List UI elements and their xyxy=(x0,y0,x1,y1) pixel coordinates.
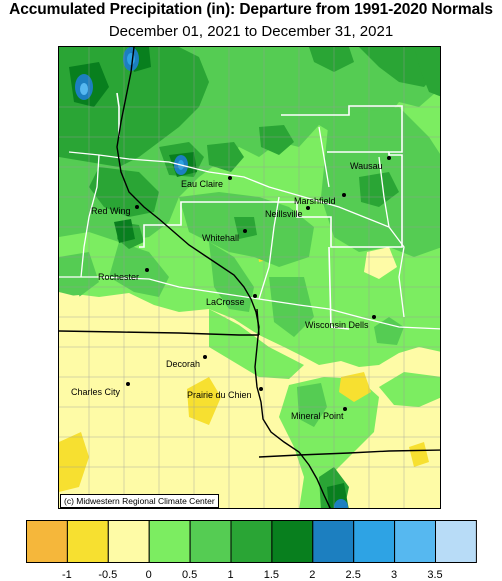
city-label-red-wing: Red Wing xyxy=(91,206,131,216)
legend-tick-label: -0.5 xyxy=(98,569,118,581)
city-label-decorah: Decorah xyxy=(166,359,200,369)
legend-swatch xyxy=(148,520,191,563)
precipitation-map: Wausau Eau Claire Marshfield Red Wing Ne… xyxy=(58,46,441,509)
city-label-whitehall: Whitehall xyxy=(202,233,239,243)
city-label-charles-city: Charles City xyxy=(71,387,121,397)
color-scale-legend xyxy=(26,520,477,563)
city-dot-wausau xyxy=(387,156,391,160)
legend-tick-label: 0 xyxy=(145,569,152,581)
city-dot-prairie-du-chien xyxy=(259,387,263,391)
state-boundaries xyxy=(59,47,440,508)
legend-tick-label: 3.5 xyxy=(427,569,443,581)
legend-tick-label: 2 xyxy=(309,569,316,581)
legend-swatch xyxy=(230,520,273,563)
legend-tick-label: 0.5 xyxy=(181,569,198,581)
city-markers: Wausau Eau Claire Marshfield Red Wing Ne… xyxy=(71,156,391,421)
city-dot-rochester xyxy=(145,268,149,272)
legend-swatch xyxy=(26,520,68,563)
legend-swatch xyxy=(271,520,314,563)
map-title: Accumulated Precipitation (in): Departur… xyxy=(9,1,493,18)
legend-swatch xyxy=(189,520,232,563)
legend-tick-label: 3 xyxy=(391,569,398,581)
zone-dry-patch xyxy=(187,377,221,425)
legend-swatch xyxy=(353,520,396,563)
date-range-subtitle: December 01, 2021 to December 31, 2021 xyxy=(108,23,394,40)
legend-swatch xyxy=(435,520,477,563)
city-dot-lacrosse xyxy=(253,294,257,298)
city-label-wisconsin-dells: Wisconsin Dells xyxy=(305,320,369,330)
legend-tick-label: 1.5 xyxy=(263,569,280,581)
city-label-rochester: Rochester xyxy=(98,272,139,282)
legend-swatch xyxy=(312,520,355,563)
city-label-prairie-du-chien: Prairie du Chien xyxy=(187,390,252,400)
city-label-mineral-point: Mineral Point xyxy=(291,411,344,421)
legend-tick-label: 2.5 xyxy=(345,569,361,581)
city-dot-decorah xyxy=(203,355,207,359)
legend-tick-label: 1 xyxy=(227,569,234,581)
city-dot-mineral-point xyxy=(343,407,347,411)
city-dot-neillsville xyxy=(306,206,310,210)
city-dot-wisconsin-dells xyxy=(372,315,376,319)
city-label-eau-claire: Eau Claire xyxy=(181,179,223,189)
city-dot-marshfield xyxy=(342,193,346,197)
legend-swatch xyxy=(107,520,150,563)
city-label-neillsville: Neillsville xyxy=(265,209,303,219)
city-label-lacrosse: LaCrosse xyxy=(206,297,245,307)
city-label-wausau: Wausau xyxy=(350,161,383,171)
city-dot-red-wing xyxy=(135,205,139,209)
legend-swatch xyxy=(394,520,437,563)
credit-label: (c) Midwestern Regional Climate Center xyxy=(60,494,219,508)
area-boundaries xyxy=(116,92,403,330)
legend-swatch xyxy=(66,520,109,563)
legend-tick-label: -1 xyxy=(62,569,72,581)
city-dot-eau-claire xyxy=(228,176,232,180)
city-label-marshfield: Marshfield xyxy=(294,196,336,206)
city-dot-charles-city xyxy=(126,382,130,386)
city-dot-whitehall xyxy=(243,229,247,233)
